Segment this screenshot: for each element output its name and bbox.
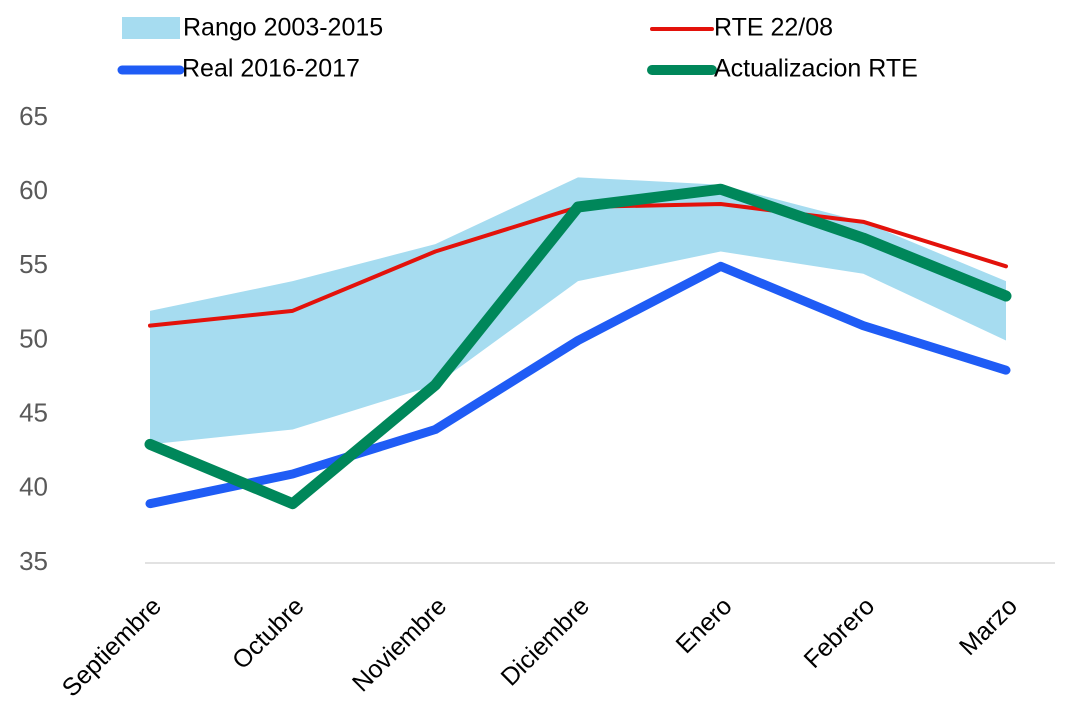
- legend-label: Actualizacion RTE: [714, 55, 918, 83]
- y-tick-label: 50: [19, 323, 48, 353]
- x-tick-label: Noviembre: [347, 592, 452, 697]
- x-tick-label: Febrero: [799, 592, 881, 674]
- series-line: [145, 261, 1011, 509]
- x-tick-label: Marzo: [954, 592, 1023, 661]
- y-tick-label: 65: [19, 101, 48, 131]
- y-tick-label: 45: [19, 398, 48, 428]
- x-tick-label: Septiembre: [57, 592, 167, 702]
- series-line: [144, 183, 1012, 510]
- x-tick-label: Enero: [671, 592, 738, 659]
- x-tick-label: Octubre: [227, 592, 310, 675]
- range-band: [150, 177, 1006, 445]
- y-tick-label: 40: [19, 472, 48, 502]
- y-tick-label: 60: [19, 175, 48, 205]
- legend-label: Rango 2003-2015: [183, 14, 383, 42]
- legend-label: RTE 22/08: [714, 14, 833, 42]
- legend: Rango 2003-2015 RTE 22/08 Real 2016-2017 Ac…: [117, 14, 918, 83]
- legend-label: Real 2016-2017: [182, 55, 360, 83]
- x-tick-label: Diciembre: [496, 592, 595, 691]
- y-tick-label: 55: [19, 249, 48, 279]
- y-tick-label: 35: [19, 546, 48, 576]
- legend-swatch: [122, 17, 180, 39]
